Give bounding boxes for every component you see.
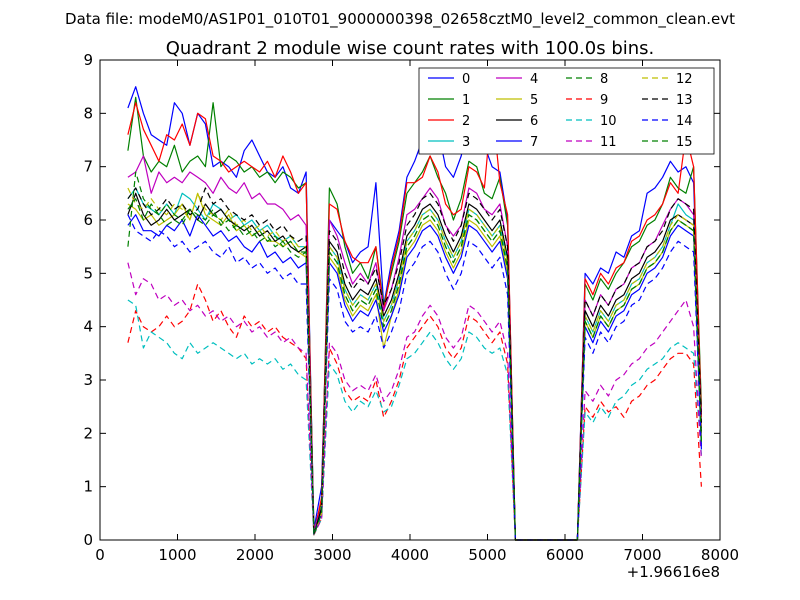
series-layer — [127, 86, 702, 541]
legend-label-5: 5 — [530, 93, 538, 108]
y-tick-label: 5 — [83, 264, 93, 282]
x-tick-label: 0 — [95, 546, 105, 564]
series-line-2 — [127, 102, 702, 541]
series-line-14 — [127, 214, 702, 541]
legend-label-10: 10 — [600, 114, 617, 129]
x-tick-label: 4000 — [391, 546, 429, 564]
x-tick-label: 2000 — [236, 546, 274, 564]
series-line-6 — [127, 192, 702, 541]
legend-label-7: 7 — [530, 135, 538, 150]
legend-label-15: 15 — [676, 135, 693, 150]
series-line-11 — [127, 262, 702, 541]
x-tick-label: 8000 — [701, 546, 739, 564]
series-line-4 — [127, 155, 702, 541]
series-line-13 — [127, 187, 702, 541]
series-line-7 — [127, 214, 702, 541]
legend-label-3: 3 — [462, 135, 470, 150]
legend-label-12: 12 — [676, 72, 693, 87]
legend-label-4: 4 — [530, 72, 538, 87]
x-axis-offset-label: +1.96616e8 — [627, 563, 720, 581]
y-tick-label: 8 — [83, 104, 93, 122]
legend-label-8: 8 — [600, 72, 608, 87]
y-tick-label: 0 — [83, 531, 93, 549]
y-tick-label: 4 — [83, 318, 93, 336]
series-line-10 — [127, 299, 702, 541]
x-tick-label: 6000 — [546, 546, 584, 564]
figure-suptitle: Data file: modeM0/AS1P01_010T01_90000003… — [65, 10, 735, 29]
x-tick-label: 7000 — [623, 546, 661, 564]
y-tick-label: 2 — [83, 424, 93, 442]
legend-label-11: 11 — [600, 135, 617, 150]
series-line-9 — [127, 283, 702, 541]
series-line-8 — [127, 171, 702, 541]
chart-title: Quadrant 2 module wise count rates with … — [166, 38, 655, 59]
y-tick-label: 6 — [83, 211, 93, 229]
legend-box — [418, 67, 715, 155]
legend-label-14: 14 — [676, 114, 693, 129]
legend-label-13: 13 — [676, 93, 693, 108]
y-tick-label: 3 — [83, 371, 93, 389]
x-axis: 0 1000 2000 3000 4000 5000 6000 7000 8000 — [95, 60, 739, 564]
legend-label-0: 0 — [462, 72, 470, 87]
series-line-15 — [127, 198, 702, 541]
y-tick-label: 1 — [83, 478, 93, 496]
x-tick-label: 1000 — [158, 546, 196, 564]
x-tick-label: 5000 — [468, 546, 506, 564]
legend-label-6: 6 — [530, 114, 538, 129]
legend-label-9: 9 — [600, 93, 608, 108]
series-line-12 — [127, 187, 702, 541]
legend-label-2: 2 — [462, 114, 470, 129]
y-tick-label: 7 — [83, 158, 93, 176]
legend-label-1: 1 — [462, 93, 470, 108]
y-tick-label: 9 — [83, 51, 93, 69]
x-tick-label: 3000 — [313, 546, 351, 564]
